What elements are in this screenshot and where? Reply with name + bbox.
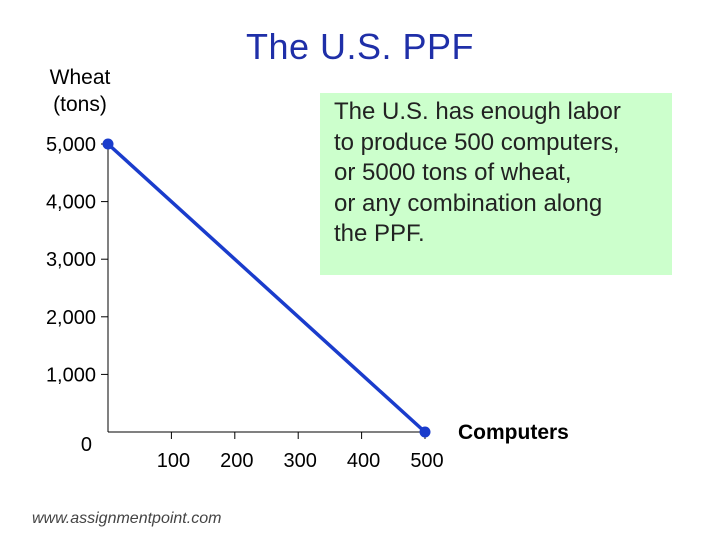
y-tick-label: 2,000 xyxy=(46,307,96,329)
annotation-line-3: or 5000 tons of wheat, xyxy=(334,159,572,186)
x-tick-label: 200 xyxy=(220,450,253,472)
y-axis-label-line-1: Wheat xyxy=(49,66,111,89)
x-tick-label: 100 xyxy=(157,450,190,472)
annotation-line-5: the PPF. xyxy=(334,220,425,247)
y-tick-label: 4,000 xyxy=(46,192,96,214)
x-axis-label: Computers xyxy=(458,421,569,444)
ppf-endpoint xyxy=(102,138,114,150)
annotation-box: The U.S. has enough labor to produce 500… xyxy=(320,93,672,275)
footer-watermark: www.assignmentpoint.com xyxy=(32,510,222,527)
x-tick-label: 300 xyxy=(284,450,317,472)
y-axis-label: Wheat (tons) xyxy=(40,64,120,118)
y-tick-label: 5,000 xyxy=(46,134,96,156)
annotation-line-4: or any combination along xyxy=(334,189,603,217)
x-tick-label: 400 xyxy=(347,450,380,472)
chart-title: The U.S. PPF xyxy=(245,26,475,67)
ppf-line xyxy=(106,142,427,434)
annotation-line-1: The U.S. has enough labor xyxy=(334,98,621,125)
y-tick-label: 3,000 xyxy=(46,249,96,271)
y-tick-label: 1,000 xyxy=(46,364,96,386)
annotation-line-2: to produce 500 computers, xyxy=(334,128,620,156)
x-tick-label: 500 xyxy=(410,450,443,472)
ppf-endpoint xyxy=(419,426,431,438)
y-axis-label-line-2: (tons) xyxy=(53,93,107,116)
y-tick-label: 0 xyxy=(81,434,92,456)
